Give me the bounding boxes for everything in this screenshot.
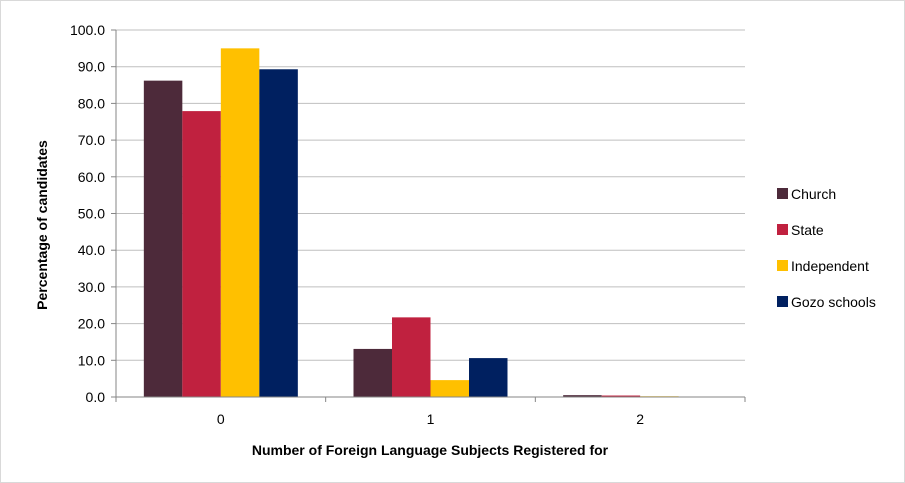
y-tick-label: 40.0: [78, 242, 105, 258]
bars: [143, 48, 679, 398]
y-tick-label: 80.0: [78, 95, 105, 111]
legend-swatch: [777, 296, 788, 307]
bar-gozo-schools-1: [469, 358, 508, 397]
legend-label: Independent: [791, 258, 869, 274]
legend-swatch: [777, 188, 788, 199]
y-tick-label: 20.0: [78, 316, 105, 332]
x-axis-title: Number of Foreign Language Subjects Regi…: [252, 442, 609, 458]
y-tick-label: 0.0: [86, 389, 106, 405]
legend-swatch: [777, 224, 788, 235]
legend-swatch: [777, 260, 788, 271]
y-tick-label: 100.0: [70, 22, 105, 38]
bar-state-0: [182, 111, 221, 398]
bar-state-1: [392, 317, 431, 397]
y-axis-ticks: 0.0 10.0 20.0 30.0 40.0 50.0 60.0 70.0 80.0 90.0 1…: [70, 22, 116, 405]
bar-church-1: [353, 348, 392, 397]
x-axis-ticks: 0 1 2: [115, 397, 746, 427]
x-tick-label: 0: [217, 411, 225, 427]
y-tick-label: 50.0: [78, 206, 105, 222]
x-tick-label: 2: [636, 411, 644, 427]
bar-independent-0: [220, 48, 260, 397]
y-tick-label: 10.0: [78, 352, 105, 368]
x-tick-label: 1: [427, 411, 435, 427]
legend-label: Church: [791, 186, 836, 202]
y-tick-label: 60.0: [78, 169, 105, 185]
bar-church-2: [563, 395, 602, 397]
y-tick-label: 90.0: [78, 59, 105, 75]
y-tick-label: 70.0: [78, 132, 105, 148]
bar-gozo-schools-0: [259, 69, 298, 398]
legend: Church State Independent Gozo schools: [777, 186, 876, 310]
legend-label: State: [791, 222, 824, 238]
legend-label: Gozo schools: [791, 294, 876, 310]
bar-independent-1: [430, 380, 469, 397]
y-axis-title: Percentage of candidates: [34, 140, 50, 310]
bar-church-0: [143, 80, 183, 398]
y-tick-label: 30.0: [78, 279, 105, 295]
bar-state-2: [601, 395, 641, 397]
